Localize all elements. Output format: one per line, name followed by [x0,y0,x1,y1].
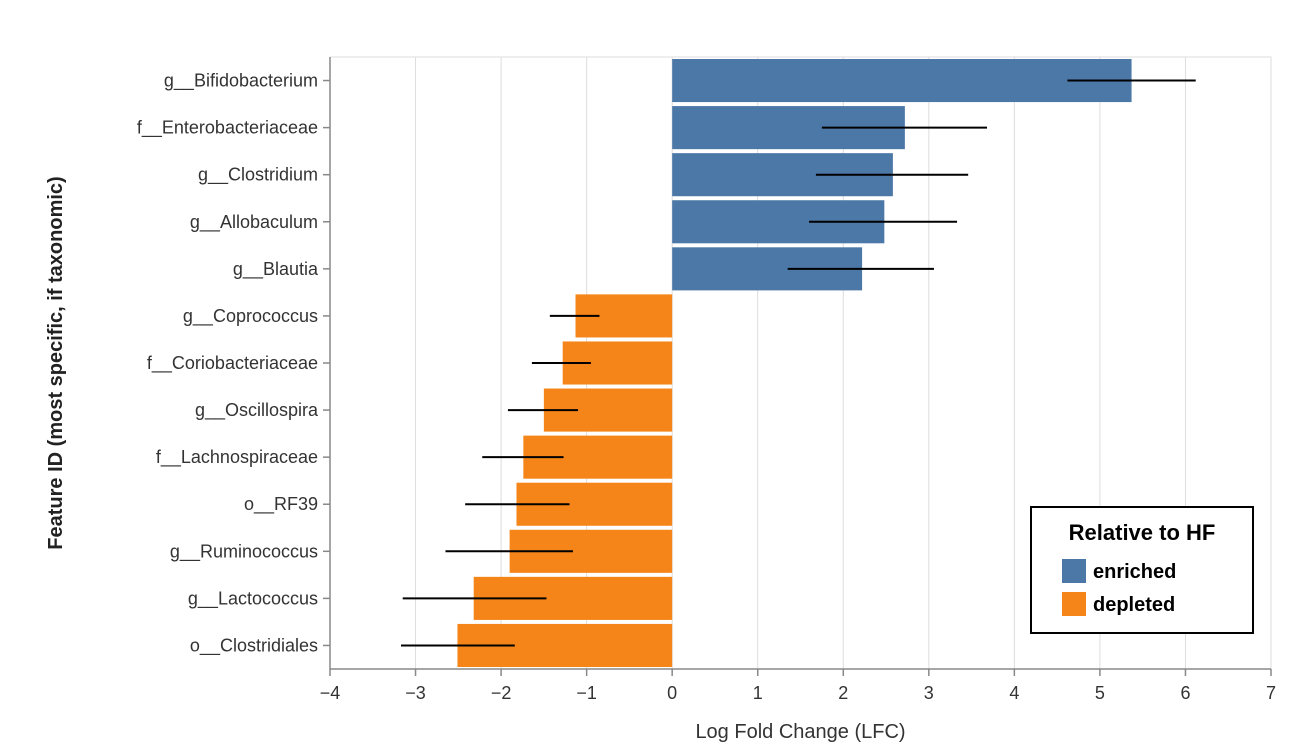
x-tick-label: 3 [924,683,934,703]
error-bars [401,79,1196,647]
legend-title: Relative to HF [1069,520,1216,545]
y-tick-label: o__RF39 [244,494,318,515]
y-tick-label: g__Blautia [233,259,319,280]
x-tick-label: −4 [320,683,341,703]
y-tick-label: g__Coprococcus [183,306,318,327]
x-axis-title: Log Fold Change (LFC) [695,721,905,743]
y-tick-label: g__Lactococcus [188,588,318,609]
legend-label-depleted: depleted [1093,594,1175,616]
x-tick-label: 6 [1180,683,1190,703]
x-tick-label: −1 [576,683,597,703]
bar [672,59,1132,103]
legend-swatch-enriched [1062,559,1086,583]
x-tick-label: 0 [667,683,677,703]
x-tick-label: 4 [1009,683,1019,703]
x-tick-label: 2 [838,683,848,703]
y-tick-label: g__Clostridium [198,165,318,186]
y-tick-label: o__Clostridiales [190,635,318,656]
y-tick-label: g__Oscillospira [195,400,319,421]
y-axis-title: Feature ID (most specific, if taxonomic) [45,176,67,549]
y-tick-label: g__Allobaculum [190,212,318,233]
y-tick-label: g__Bifidobacterium [164,71,318,92]
x-tick-label: −3 [405,683,426,703]
y-tick-label: f__Coriobacteriaceae [147,353,318,374]
x-tick-label: 1 [753,683,763,703]
x-tick-label: −2 [491,683,512,703]
y-tick-label: f__Lachnospiraceae [156,447,318,468]
x-tick-label: 5 [1095,683,1105,703]
legend-swatch-depleted [1062,592,1086,616]
legend: Relative to HF enriched depleted [1030,506,1254,634]
y-tick-label: g__Ruminococcus [170,541,318,562]
y-tick-label: f__Enterobacteriaceae [137,118,318,139]
axes: −4 −3 −2 −1 0 1 2 3 4 5 6 7 g__Bifidobacterium f__Ent… [137,57,1276,703]
x-tick-label: 7 [1266,683,1276,703]
legend-label-enriched: enriched [1093,561,1176,583]
